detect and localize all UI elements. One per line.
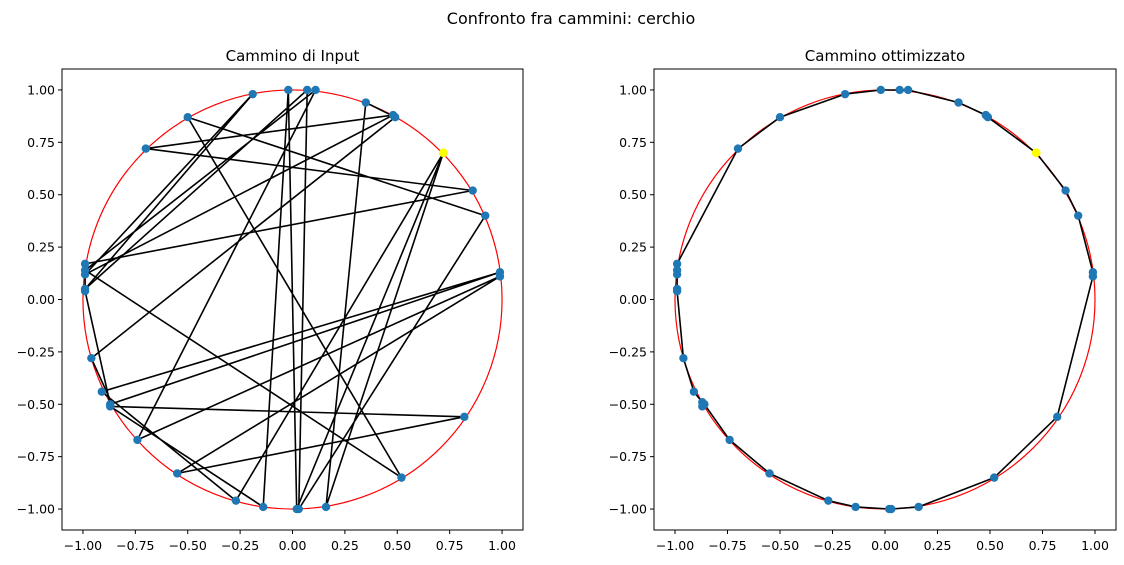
x-tick-label: 0.25 [331,538,359,553]
data-point [133,435,142,445]
data-point [311,85,320,95]
data-point [840,89,850,99]
x-tick-label: −1.00 [64,538,102,553]
axes-frame [653,68,1117,531]
x-tick-label: 0.00 [871,538,899,553]
data-point [903,85,913,95]
data-point [248,89,257,99]
data-point [672,284,682,294]
data-point [990,473,999,482]
data-point [885,504,894,514]
y-tick-label: −0.25 [17,344,55,359]
x-tick-label: −0.50 [169,538,207,553]
data-point [80,284,90,294]
path-line [84,89,501,510]
data-point [914,502,923,512]
x-tick-label: 0.25 [924,538,952,553]
panel-input-path: Cammino di Input −1.00 −0.75 −0.50 −0.25 0.00… [17,47,524,553]
y-tick-label: 0.75 [619,135,647,150]
x-tick-label: 0.50 [383,538,411,553]
data-point [733,144,743,153]
x-tick-label: −0.75 [116,538,154,553]
y-tick-label: 1.00 [619,82,647,97]
data-point [1088,272,1098,281]
path-line [676,89,1094,510]
plot-area [672,85,1098,514]
data-point [698,397,707,407]
data-point [183,112,192,122]
data-point [672,265,682,275]
y-tick-label: −0.50 [17,397,55,412]
data-point [468,186,477,195]
y-tick-label: 0.25 [619,240,647,255]
x-tick-label: −0.50 [761,538,799,553]
data-point [495,272,505,281]
y-tick-label: 1.00 [27,82,55,97]
data-point [824,496,833,505]
data-point [321,502,331,512]
panel-title: Cammino ottimizzato [805,47,965,65]
x-tick-label: −0.75 [708,538,746,553]
start-point [1031,148,1041,158]
data-point [775,112,785,122]
panel-optimized-path: Cammino ottimizzato −1.00 −0.75 −0.50 −0.25 0… [609,47,1117,553]
x-tick-label: −1.00 [656,538,694,553]
y-tick-label: 0.50 [619,187,647,202]
data-point [1053,412,1062,422]
y-tick-label: 0.00 [619,292,647,307]
data-point [390,112,400,122]
data-point [851,502,860,512]
data-point [105,402,115,411]
data-point [361,98,371,107]
data-point [141,144,151,153]
data-point [80,259,90,269]
x-tick-label: 0.75 [1029,538,1057,553]
data-point [80,265,90,275]
data-point [231,496,241,505]
data-point [689,387,699,396]
data-point [302,85,312,95]
y-tick-label: −1.00 [17,502,55,517]
data-point [765,469,774,478]
y-tick-label: −1.00 [609,502,647,517]
data-point [258,502,268,512]
x-tick-label: −0.25 [813,538,851,553]
x-tick-label: 0.75 [436,538,464,553]
data-point [87,353,96,363]
y-tick-label: −0.50 [609,397,647,412]
data-point [97,387,107,396]
data-point [481,211,490,220]
y-tick-label: 0.50 [27,187,55,202]
data-point [672,259,682,269]
data-point [173,469,182,478]
data-point [292,504,301,514]
y-tick-label: 0.75 [27,135,55,150]
data-point [1074,211,1083,220]
y-tick-label: −0.75 [17,449,55,464]
data-point [1061,186,1070,195]
figure-title: Confronto fra cammini: cerchio [447,9,695,28]
y-tick-label: −0.75 [609,449,647,464]
data-point [983,112,993,122]
x-tick-label: 1.00 [488,538,516,553]
data-point [725,435,734,445]
x-tick-label: −0.25 [221,538,259,553]
y-tick-label: −0.25 [609,344,647,359]
data-point [460,412,469,422]
panel-title: Cammino di Input [226,47,360,65]
x-tick-label: 1.00 [1081,538,1109,553]
x-tick-label: 0.00 [279,538,307,553]
plot-area [80,85,505,514]
data-point [284,85,293,95]
data-point [679,353,688,363]
data-point [876,85,885,95]
x-tick-label: 0.50 [976,538,1004,553]
y-tick-label: 0.00 [27,292,55,307]
data-point [954,98,963,107]
data-point [397,473,406,482]
y-tick-label: 0.25 [27,240,55,255]
data-point [895,85,904,95]
start-point [438,148,448,158]
